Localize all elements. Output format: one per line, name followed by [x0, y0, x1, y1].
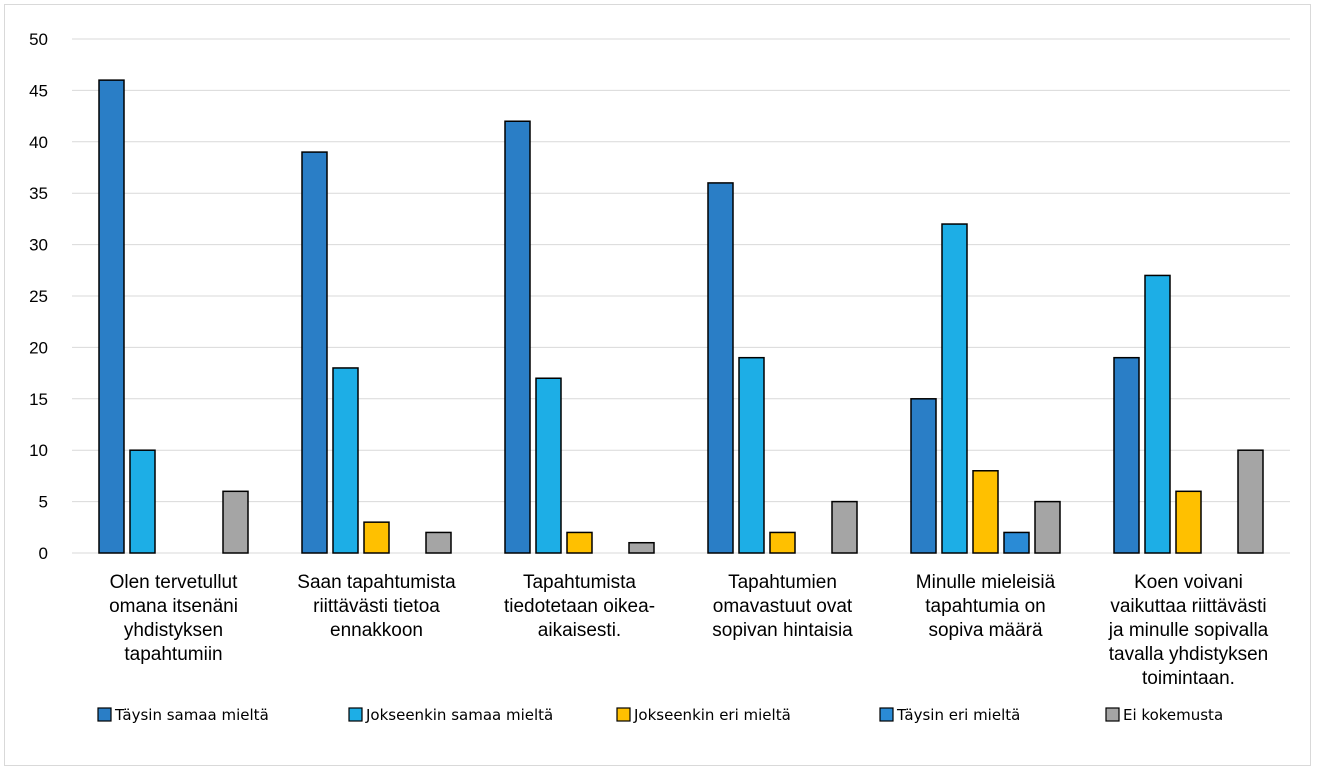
x-category-label-line: sopiva määrä: [928, 620, 1042, 641]
x-category-label-line: aikaisesti.: [538, 620, 621, 641]
x-category-label-line: Tapahtumista: [523, 572, 636, 593]
x-category-label-line: vaikuttaa riittävästi: [1110, 596, 1266, 617]
x-category-label: Minulle mieleisiä tapahtumia on sopiva mää…: [916, 572, 1056, 641]
bar: [738, 356, 765, 554]
legend-label: Täysin eri mieltä: [896, 706, 1020, 724]
x-category-label-line: toimintaan.: [1142, 668, 1235, 689]
x-category-label-line: tiedotetaan oikea-: [504, 596, 655, 617]
y-tick-label: 50: [29, 30, 48, 49]
legend-swatch: [348, 707, 363, 722]
legend-label: Jokseenkin eri mieltä: [633, 706, 791, 724]
bar: [1034, 500, 1061, 554]
x-category-label-line: Koen voivani: [1134, 572, 1243, 593]
y-tick-label: 40: [29, 133, 48, 152]
x-category-label-line: yhdistyksen: [124, 620, 223, 641]
x-category-label-line: omana itsenäni: [109, 596, 238, 617]
bar: [129, 449, 156, 554]
bar: [301, 151, 328, 554]
bar: [1113, 356, 1140, 554]
x-category-label-line: sopivan hintaisia: [712, 620, 853, 641]
x-category-label-line: Tapahtumien: [728, 572, 837, 593]
x-category-label: Saan tapahtumista riittävästi tietoa ennak…: [297, 572, 456, 641]
bar: [332, 367, 359, 554]
bar: [628, 541, 655, 554]
legend-label: Täysin samaa mieltä: [114, 706, 269, 724]
bar: [972, 470, 999, 554]
x-category-label-line: Saan tapahtumista: [297, 572, 456, 593]
y-tick-label: 5: [39, 493, 48, 512]
bar: [769, 531, 796, 554]
x-category-label-line: tavalla yhdistyksen: [1109, 644, 1268, 665]
bar: [1003, 531, 1030, 554]
bar: [535, 377, 562, 554]
y-tick-label: 15: [29, 390, 48, 409]
x-category-label: Koen voivani vaikuttaa riittävästi ja minu…: [1108, 572, 1269, 689]
y-tick-label: 35: [29, 184, 48, 203]
y-tick-label: 30: [29, 236, 48, 255]
bar: [363, 521, 390, 554]
bar: [910, 398, 937, 554]
x-category-label-line: Olen tervetullut: [110, 572, 239, 593]
x-category-label: Tapahtumien omavastuut ovat sopivan hintai…: [712, 572, 853, 641]
x-category-label-line: omavastuut ovat: [713, 596, 853, 617]
x-category-label-line: ja minulle sopivalla: [1108, 620, 1269, 641]
bar: [504, 120, 531, 554]
bar: [425, 531, 452, 554]
legend-swatch: [1105, 707, 1120, 722]
legend-swatch: [616, 707, 631, 722]
x-category-label-line: riittävästi tietoa: [313, 596, 440, 617]
x-category-label-line: tapahtumia on: [925, 596, 1045, 617]
x-category-label: Olen tervetullut omana itsenäni yhdistykse…: [109, 572, 238, 665]
y-tick-label: 45: [29, 81, 48, 100]
bar: [1237, 449, 1264, 554]
x-category-label-line: tapahtumiin: [124, 644, 222, 665]
legend-swatch: [879, 707, 894, 722]
bar: [707, 182, 734, 554]
x-category-label-line: ennakkoon: [330, 620, 423, 641]
bar: [1175, 490, 1202, 554]
x-category-label-line: Minulle mieleisiä: [916, 572, 1056, 593]
legend-label: Jokseenkin samaa mieltä: [365, 706, 553, 724]
y-tick-label: 10: [29, 441, 48, 460]
bar: [222, 490, 249, 554]
y-tick-label: 20: [29, 338, 48, 357]
x-category-label: Tapahtumista tiedotetaan oikea-aikaisesti…: [504, 572, 655, 641]
bar: [566, 531, 593, 554]
legend-swatch: [97, 707, 112, 722]
bar: [941, 223, 968, 554]
bar: [831, 500, 858, 554]
bar: [1144, 274, 1171, 554]
y-tick-label: 25: [29, 287, 48, 306]
legend-label: Ei kokemusta: [1123, 706, 1223, 724]
bar: [98, 79, 125, 554]
y-tick-label: 0: [39, 544, 48, 563]
chart-frame: [4, 4, 1311, 766]
